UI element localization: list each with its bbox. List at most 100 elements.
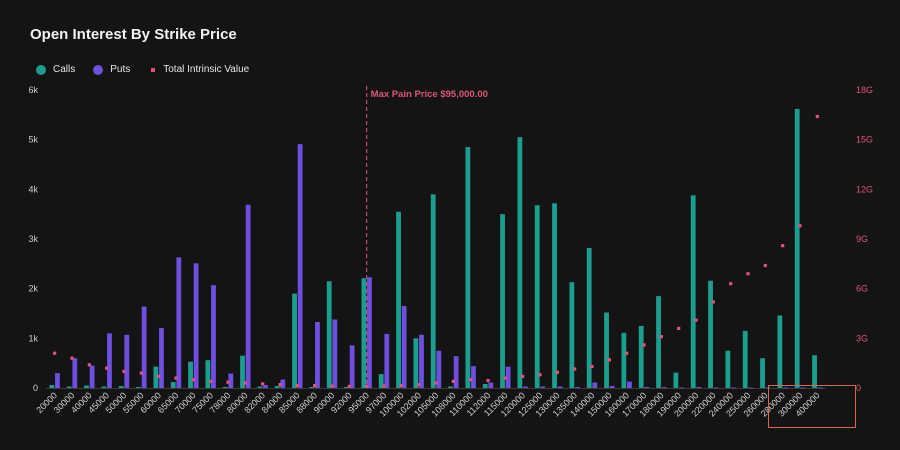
puts-bar bbox=[523, 386, 528, 388]
puts-bar bbox=[263, 385, 268, 388]
y-right-tick-label: 6G bbox=[856, 284, 868, 294]
puts-bar bbox=[297, 144, 303, 388]
calls-bar bbox=[482, 384, 488, 388]
calls-bar bbox=[465, 147, 471, 388]
intrinsic-point bbox=[382, 384, 386, 388]
puts-bar bbox=[505, 366, 511, 388]
calls-bar bbox=[292, 293, 297, 388]
max-pain-label: Max Pain Price $95,000.00 bbox=[371, 89, 488, 100]
intrinsic-point bbox=[729, 282, 733, 286]
puts-bar bbox=[800, 387, 806, 389]
calls-bar bbox=[760, 358, 765, 388]
calls-bar bbox=[84, 385, 89, 388]
calls-bar bbox=[552, 203, 557, 388]
y-right-tick-label: 0 bbox=[856, 383, 861, 393]
intrinsic-point bbox=[711, 300, 715, 304]
intrinsic-point bbox=[694, 318, 698, 322]
calls-bar bbox=[777, 315, 783, 388]
calls-bar bbox=[534, 205, 540, 388]
puts-bar bbox=[419, 334, 424, 388]
calls-bar bbox=[725, 350, 731, 388]
intrinsic-point bbox=[625, 351, 629, 355]
intrinsic-point bbox=[781, 244, 785, 248]
intrinsic-point bbox=[503, 376, 507, 380]
calls-bar bbox=[153, 366, 159, 388]
intrinsic-point bbox=[659, 335, 663, 339]
calls-bar bbox=[344, 387, 349, 388]
y-left-tick-label: 4k bbox=[28, 184, 38, 194]
intrinsic-point bbox=[330, 384, 334, 388]
calls-bar bbox=[274, 386, 280, 388]
puts-bar bbox=[592, 382, 598, 388]
puts-bar bbox=[644, 387, 650, 388]
puts-bar bbox=[453, 356, 459, 388]
puts-bar bbox=[679, 387, 684, 389]
intrinsic-point bbox=[434, 381, 438, 385]
intrinsic-point bbox=[174, 376, 178, 380]
puts-bar bbox=[748, 387, 754, 389]
puts-bar bbox=[696, 387, 702, 388]
calls-bar bbox=[240, 355, 245, 388]
puts-bar bbox=[55, 373, 60, 388]
puts-bar bbox=[349, 345, 355, 388]
calls-bar bbox=[673, 372, 679, 388]
intrinsic-point bbox=[573, 367, 577, 371]
calls-bar bbox=[690, 195, 696, 388]
puts-bar bbox=[817, 387, 823, 389]
intrinsic-point bbox=[278, 383, 282, 387]
puts-bar bbox=[731, 387, 736, 389]
intrinsic-point bbox=[763, 263, 767, 268]
intrinsic-point bbox=[226, 380, 230, 384]
puts-bar bbox=[193, 263, 199, 388]
y-left-tick-label: 6k bbox=[28, 85, 38, 95]
calls-bar bbox=[378, 374, 384, 388]
puts-bar bbox=[315, 321, 320, 388]
puts-bar bbox=[471, 366, 476, 388]
chart-title: Open Interest By Strike Price bbox=[30, 26, 237, 43]
calls-bar bbox=[638, 325, 644, 388]
legend-item-intrinsic[interactable]: Total Intrinsic Value bbox=[148, 64, 249, 75]
legend-item-calls[interactable]: Calls bbox=[36, 64, 75, 75]
calls-bar bbox=[708, 280, 713, 388]
intrinsic-point bbox=[607, 358, 611, 362]
puts-bar bbox=[627, 381, 632, 388]
intrinsic-point bbox=[70, 356, 74, 360]
intrinsic-point bbox=[521, 374, 525, 379]
calls-bar bbox=[517, 137, 523, 388]
puts-bar bbox=[107, 333, 112, 388]
calls-bar bbox=[413, 338, 419, 388]
calls-bar bbox=[49, 385, 55, 388]
intrinsic-point bbox=[399, 383, 403, 388]
y-right-tick-label: 9G bbox=[856, 234, 868, 244]
calls-bar bbox=[326, 281, 332, 388]
calls-bar bbox=[257, 386, 263, 388]
puts-bar bbox=[245, 204, 251, 388]
intrinsic-point bbox=[87, 363, 91, 367]
puts-bar bbox=[141, 306, 147, 388]
calls-bar bbox=[188, 361, 193, 388]
puts-bar bbox=[280, 379, 286, 388]
calls-bar bbox=[66, 386, 72, 388]
legend-item-puts[interactable]: Puts bbox=[93, 64, 130, 75]
puts-bar bbox=[211, 285, 216, 388]
calls-bar bbox=[396, 211, 401, 388]
legend-intrinsic-swatch bbox=[151, 67, 156, 72]
intrinsic-point bbox=[365, 384, 369, 388]
y-right-tick-label: 15G bbox=[856, 135, 873, 145]
calls-bar bbox=[205, 360, 211, 388]
y-left-tick-label: 5k bbox=[28, 135, 38, 145]
puts-bar bbox=[609, 386, 615, 388]
calls-bar bbox=[222, 387, 228, 388]
y-left-tick-label: 1k bbox=[28, 333, 38, 343]
y-right-tick-label: 12G bbox=[856, 184, 873, 194]
puts-bar bbox=[332, 319, 338, 388]
intrinsic-point bbox=[209, 379, 213, 383]
chart-legend: Calls Puts Total Intrinsic Value bbox=[36, 64, 267, 75]
intrinsic-point bbox=[122, 369, 126, 374]
legend-calls-swatch bbox=[36, 64, 46, 75]
puts-bar bbox=[661, 387, 667, 388]
intrinsic-point bbox=[677, 326, 681, 330]
puts-bar bbox=[124, 334, 130, 388]
legend-puts-label: Puts bbox=[110, 64, 131, 75]
